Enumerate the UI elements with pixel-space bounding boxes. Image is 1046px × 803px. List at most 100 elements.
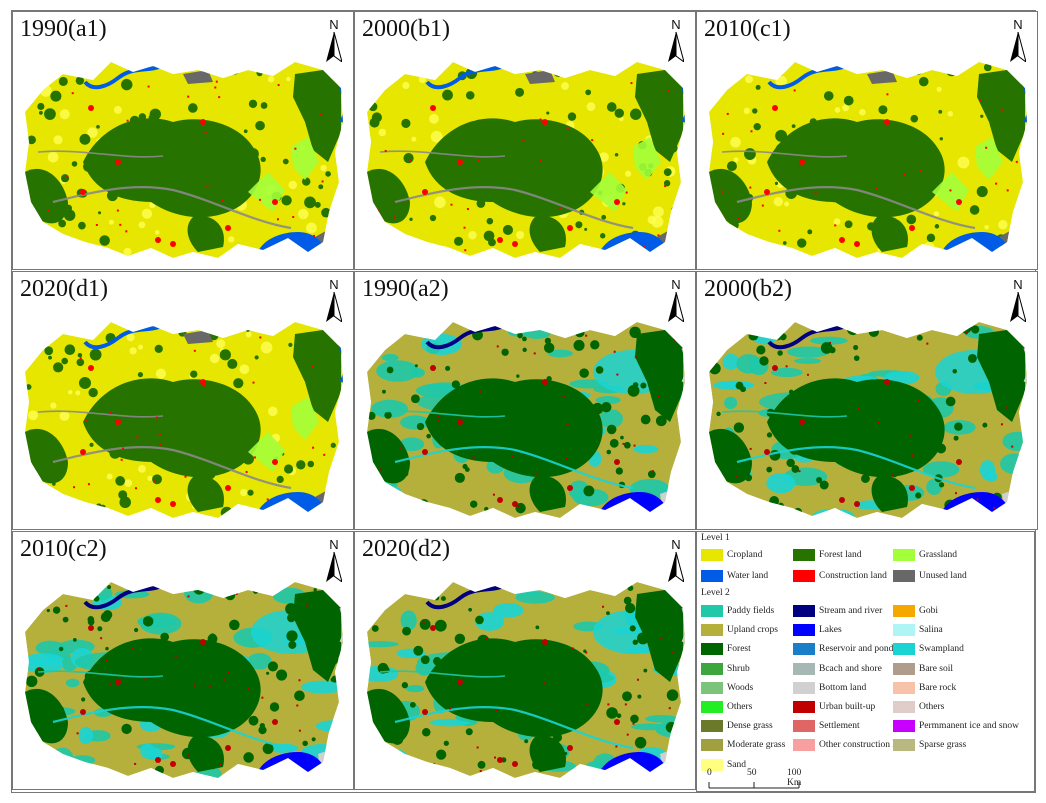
built-up-dot	[877, 421, 880, 424]
legend-swatch	[793, 681, 815, 694]
forest-speckle	[532, 759, 542, 770]
forest-speckle	[409, 701, 416, 708]
panel-label: 2010(c2)	[20, 536, 107, 562]
panel-label: 1990(a2)	[362, 276, 449, 302]
built-up-patch	[155, 237, 161, 243]
forest-speckle	[97, 211, 102, 215]
built-up-dot	[37, 667, 40, 670]
unused-land-patch	[867, 70, 897, 84]
forest-block	[367, 688, 410, 744]
land-use-map	[25, 62, 343, 258]
forest-speckle	[110, 437, 115, 441]
built-up-dot	[522, 138, 525, 141]
cropland-speckle	[53, 135, 63, 145]
forest-speckle	[433, 657, 442, 666]
built-up-dot	[323, 453, 326, 456]
legend-swatch	[701, 662, 723, 675]
forest-speckle	[541, 426, 554, 439]
built-up-dot	[657, 234, 660, 237]
forest-speckle	[282, 158, 289, 165]
paddy-patch	[412, 506, 452, 518]
forest-speckle	[878, 105, 888, 115]
legend-swatch	[793, 624, 815, 637]
forest-speckle	[288, 342, 293, 347]
built-up-dot	[71, 92, 74, 95]
forest-speckle	[71, 161, 78, 167]
built-up-patch	[497, 757, 503, 763]
legend-label: Bcach and shore	[819, 663, 882, 674]
forest-speckle	[598, 323, 606, 332]
legend-swatch	[893, 643, 915, 656]
forest-speckle	[371, 112, 382, 123]
forest-speckle	[367, 230, 377, 240]
forest-speckle	[666, 689, 679, 701]
built-up-dot	[926, 342, 929, 345]
forest-speckle	[647, 470, 656, 479]
forest-speckle	[304, 196, 316, 209]
forest-speckle	[247, 489, 254, 496]
forest-speckle	[64, 344, 76, 355]
forest-speckle	[945, 64, 958, 77]
legend: Level 1 Cropland Forest land Grassland Water…	[696, 531, 1035, 792]
built-up-dot	[158, 433, 161, 436]
legend-label: Moderate grass	[727, 740, 786, 751]
legend-label: Others	[727, 702, 753, 712]
forest-speckle	[930, 143, 935, 148]
north-label: N	[329, 277, 339, 292]
paddy-patch	[645, 714, 679, 723]
forest-speckle	[220, 506, 233, 518]
forest-speckle	[759, 356, 769, 366]
forest-speckle	[745, 474, 753, 482]
north-arrow-icon: N	[323, 18, 345, 64]
forest-speckle	[258, 726, 267, 735]
river	[83, 324, 162, 350]
built-up-dot	[119, 223, 122, 226]
built-up-dot	[636, 678, 639, 681]
forest-speckle	[524, 739, 529, 744]
cropland-speckle	[27, 481, 40, 494]
forest-speckle	[442, 89, 453, 101]
forest-speckle	[386, 366, 394, 374]
forest-speckle	[304, 368, 310, 373]
forest-speckle	[60, 174, 70, 183]
cropland-speckle	[28, 410, 38, 421]
forest-speckle	[302, 740, 308, 747]
river	[394, 185, 634, 230]
legend-label: Dense grass	[727, 721, 773, 732]
forest-speckle	[976, 186, 988, 198]
forest-speckle	[276, 669, 288, 681]
legend-label: Paddy fields	[727, 606, 775, 616]
map-panel: 2000(b1) N	[354, 11, 696, 270]
built-up-patch	[155, 497, 161, 503]
forest-speckle	[53, 362, 64, 373]
built-up-dot	[87, 483, 90, 486]
north-arrow-icon: N	[665, 278, 687, 324]
paddy-patch	[381, 353, 399, 362]
forest-speckle	[243, 129, 248, 134]
forest-speckle	[667, 143, 678, 153]
forest-block	[187, 216, 224, 252]
cropland-speckle	[106, 473, 113, 480]
built-up-dot	[511, 455, 514, 458]
forest-speckle	[222, 402, 234, 415]
panel-label: 2000(b2)	[704, 276, 792, 302]
legend-item: Water land	[701, 569, 768, 583]
built-up-dot	[174, 655, 177, 658]
forest-speckle	[823, 91, 834, 101]
forest-speckle	[248, 715, 259, 726]
forest-speckle	[231, 713, 242, 724]
forest-speckle	[632, 639, 639, 645]
cropland-speckle	[147, 475, 153, 481]
forest-speckle	[622, 202, 626, 206]
cropland-speckle	[430, 130, 443, 143]
forest-speckle	[367, 86, 378, 99]
forest-speckle	[846, 170, 854, 178]
built-up-patch	[200, 379, 206, 385]
paddy-patch	[267, 743, 299, 753]
forest-speckle	[847, 153, 852, 158]
cropland-speckle	[586, 102, 596, 112]
built-up-dot	[214, 86, 217, 89]
forest-speckle	[510, 391, 516, 397]
forest-speckle	[833, 427, 840, 434]
cropland-speckle	[320, 164, 327, 172]
